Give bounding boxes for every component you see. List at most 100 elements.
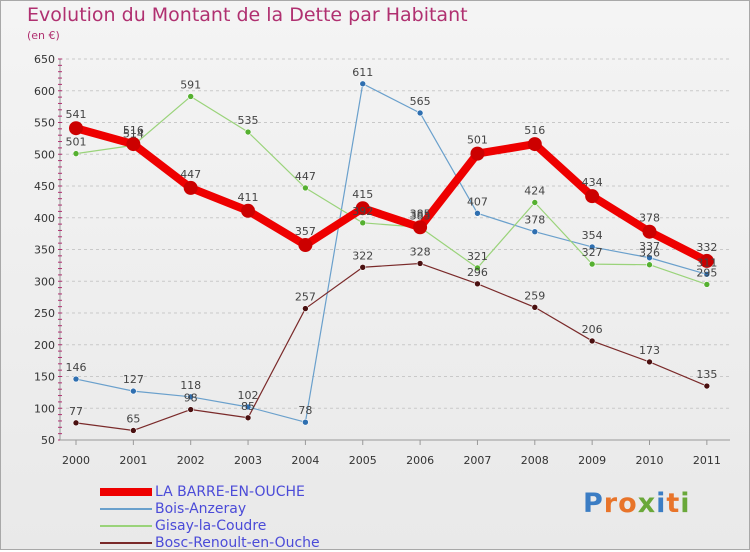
unit-label: (en €) [27,29,60,42]
data-label: 327 [582,246,603,259]
x-tick-label: 2000 [62,454,90,467]
data-label: 326 [639,247,660,260]
x-tick-label: 2004 [291,454,319,467]
data-label: 501 [467,134,488,147]
data-point [72,375,80,383]
data-point [416,260,424,267]
data-point [585,189,600,204]
data-point [302,305,309,312]
data-label: 257 [295,291,316,304]
data-point [413,220,428,235]
data-point [302,184,309,192]
series-line [75,83,708,423]
data-point [588,337,596,345]
data-label: 378 [524,214,545,227]
y-tick-label: 350 [34,244,55,257]
y-tick-label: 650 [34,53,55,66]
data-point [130,427,137,434]
data-point [646,358,653,366]
y-tick-label: 300 [34,275,55,288]
data-point [298,238,313,253]
data-point [642,224,657,239]
data-point [302,418,309,426]
x-tick-label: 2006 [406,454,434,467]
data-label: 447 [295,170,316,183]
data-point [187,393,194,401]
data-point [130,387,137,395]
data-label: 541 [66,108,87,121]
data-point [416,109,424,117]
logo-letter: x [637,488,657,519]
legend-label: Gisay-la-Coudre [155,518,267,534]
data-label: 295 [696,266,717,279]
legend-swatch [100,525,152,527]
y-tick-label: 500 [34,148,55,161]
data-label: 332 [696,241,717,254]
data-label: 447 [180,168,201,181]
data-label: 354 [582,229,603,242]
logo-letter: i [656,488,667,519]
data-label: 322 [352,249,373,262]
data-point [531,228,539,236]
data-label: 407 [467,195,488,208]
data-point [703,281,711,288]
data-point [355,201,370,216]
data-label: 392 [352,205,373,218]
x-tick-label: 2010 [636,454,664,467]
legend-label: Bois-Anzeray [155,501,247,517]
data-label: 565 [410,95,431,108]
data-label: 514 [123,127,144,140]
data-label: 321 [467,250,488,263]
logo-letter: i [680,488,691,519]
data-label: 385 [410,207,431,220]
series-line [75,95,708,286]
x-tick-label: 2008 [521,454,549,467]
data-point [241,203,256,218]
legend-label: LA BARRE-EN-OUCHE [155,484,305,500]
x-tick-label: 2011 [693,454,721,467]
data-point [527,137,542,152]
y-tick-label: 400 [34,212,55,225]
y-tick-label: 200 [34,339,55,352]
data-label: 424 [524,185,545,198]
x-tick-label: 2002 [177,454,205,467]
data-point [531,199,539,206]
legend-swatch [100,542,152,544]
data-point [72,150,80,157]
data-label: 118 [180,379,201,392]
data-point [244,128,252,136]
data-label: 85 [241,400,255,413]
y-tick-label: 250 [34,307,55,320]
y-tick-label: 100 [34,402,55,415]
data-point [126,137,141,152]
series-line [72,124,711,265]
data-label: 516 [524,124,545,137]
data-point [72,419,80,427]
y-tick-label: 550 [34,117,55,130]
data-point [531,303,539,311]
data-label: 415 [352,188,373,201]
data-point [187,93,194,100]
x-tick-label: 2003 [234,454,262,467]
data-label: 296 [467,266,488,279]
data-label: 146 [66,361,87,374]
data-label: 259 [524,289,545,302]
y-tick-label: 50 [41,434,55,447]
data-label: 385 [410,209,431,222]
data-label: 535 [238,114,259,127]
x-tick-label: 2007 [463,454,491,467]
data-point [646,254,653,262]
data-label: 328 [410,245,431,258]
data-point [474,210,481,217]
data-label: 78 [298,404,312,417]
data-point [183,180,198,195]
data-label: 411 [238,191,259,204]
data-point [470,146,485,161]
data-point [646,261,653,269]
data-label: 206 [582,323,603,336]
data-point [187,406,194,413]
data-label: 501 [66,136,87,149]
data-label: 611 [352,66,373,79]
